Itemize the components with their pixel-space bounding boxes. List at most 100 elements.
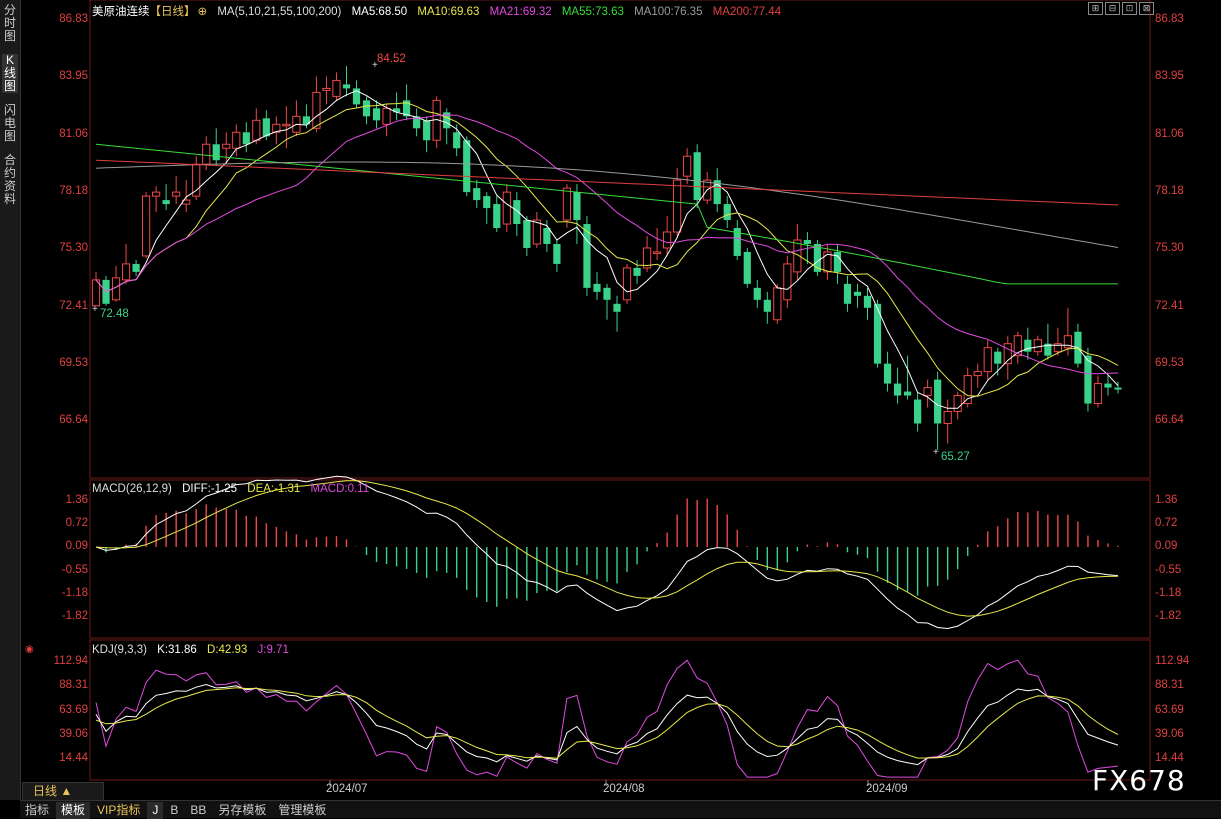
macd-axis-left-4: -1.18	[61, 586, 88, 599]
candle-body-down	[543, 228, 551, 244]
candle-body-down	[713, 180, 721, 205]
low-price-mark-left: 72.48	[100, 308, 129, 320]
candle-body-down	[523, 220, 531, 248]
kdj-panel-frame	[89, 639, 1151, 781]
kdj-j: J:9.71	[257, 644, 289, 656]
main-panel-frame	[89, 0, 1151, 479]
candle-body-up	[1093, 383, 1103, 405]
candle-body-down	[352, 88, 361, 105]
macd-params: MACD(26,12,9)	[92, 483, 172, 495]
candle-body-down	[242, 132, 250, 145]
candle-body-down	[893, 383, 902, 396]
price-axis-right-6: 69.53	[1155, 356, 1184, 369]
candle-body-up	[783, 263, 792, 301]
price-axis-left-7: 66.64	[59, 414, 88, 427]
candle-body-up	[282, 123, 291, 127]
kdj-axis-right-2: 63.69	[1155, 703, 1184, 716]
candle-body-up	[202, 143, 211, 165]
candle-body-down	[372, 108, 381, 121]
candle-body-up	[953, 395, 962, 413]
high-marker: +	[372, 60, 378, 71]
candle-body-down	[493, 204, 501, 229]
macd-axis-left-3: -0.55	[61, 563, 88, 576]
period-select[interactable]: 日线 ▲	[22, 782, 104, 801]
candle-body-down	[162, 200, 170, 205]
price-axis-right-4: 75.30	[1155, 242, 1184, 255]
macd-axis-left-2: 0.09	[65, 540, 88, 553]
candle-body-down	[733, 228, 741, 256]
candle-body-down	[753, 287, 761, 300]
candle-body-down	[483, 196, 491, 209]
window-btn-2[interactable]: ⊟	[1105, 2, 1120, 15]
macd-dea-line	[95, 480, 1119, 617]
candle-body-down	[423, 120, 431, 141]
price-axis-right-3: 78.18	[1155, 184, 1184, 197]
ma5-line	[95, 90, 1119, 409]
candle-body-down	[1104, 383, 1112, 388]
tab-indicator[interactable]: 指标	[25, 803, 50, 817]
candle-body-down	[693, 152, 701, 201]
ma-params: MA(5,10,21,55,100,200)	[217, 6, 342, 18]
candle-body-up	[382, 107, 391, 125]
candle-body-up	[172, 191, 181, 197]
tab-bb[interactable]: BB	[190, 803, 207, 817]
chart-canvas[interactable]: + + +	[0, 0, 1221, 800]
price-axis-left-6: 69.53	[59, 356, 88, 369]
price-axis-left-4: 75.30	[59, 242, 88, 255]
kdj-axis-left-3: 39.06	[59, 727, 88, 740]
kdj-axis-left-0: 112.94	[53, 655, 88, 667]
candle-body-down	[934, 379, 942, 424]
candle-body-up	[232, 131, 241, 149]
price-axis-right-5: 72.41	[1155, 299, 1184, 312]
kdj-axis-right-0: 112.94	[1155, 655, 1190, 667]
kdj-header: KDJ(9,3,3) K:31.86 D:42.93 J:9.71	[92, 644, 296, 656]
kdj-d-line	[95, 687, 1119, 759]
kdj-k: K:31.86	[157, 644, 197, 656]
high-price-mark: 84.52	[377, 53, 406, 65]
candle-body-down	[583, 224, 591, 288]
side-tab-contract-info[interactable]: 合约资料	[3, 153, 16, 206]
tab-template[interactable]: 模板	[56, 802, 91, 819]
candle-body-up	[773, 287, 782, 321]
candle-body-down	[443, 112, 451, 129]
candle-body-up	[963, 375, 972, 405]
candle-body-up	[1053, 343, 1062, 353]
ma21-value: MA21:69.32	[489, 6, 552, 18]
candle-body-up	[502, 191, 511, 225]
low-marker: +	[933, 447, 939, 458]
tab-j[interactable]: J	[147, 802, 164, 819]
tab-save-template[interactable]: 另存模板	[218, 803, 267, 817]
candle-body-down	[302, 116, 311, 125]
candle-body-down	[1044, 343, 1052, 356]
candle-body-down	[833, 251, 842, 272]
side-tab-timeshare[interactable]: 分时图	[3, 3, 16, 43]
candle-body-down	[763, 299, 771, 312]
candle-body-down	[723, 204, 731, 221]
candle-body-down	[1084, 355, 1092, 404]
window-btn-3[interactable]: ⊡	[1122, 2, 1137, 15]
macd-diff-line	[95, 475, 1119, 630]
window-btn-1[interactable]: ⊞	[1088, 2, 1103, 15]
kdj-marker-icon: ◉	[25, 644, 34, 655]
candle-body-up	[683, 155, 692, 177]
side-tab-flash[interactable]: 闪电图	[3, 103, 16, 143]
period-tag: 【日线】	[149, 6, 196, 18]
side-tab-kline[interactable]: K线图	[2, 53, 18, 93]
candle-body-down	[513, 200, 521, 225]
main-chart-header: 美原油连续【日线】 ⊕ MA(5,10,21,55,100,200) MA5:68…	[92, 3, 788, 19]
candle-body-up	[793, 239, 802, 273]
settings-icon[interactable]: ⊕	[197, 6, 208, 18]
ma55-value: MA55:73.63	[561, 6, 624, 18]
tab-vip-indicator[interactable]: VIP指标	[97, 803, 141, 817]
macd-diff: DIFF:-1.25	[182, 483, 238, 495]
candle-body-down	[453, 132, 461, 149]
candle-body-up	[673, 179, 682, 233]
tab-manage-template[interactable]: 管理模板	[278, 803, 327, 817]
macd-header: MACD(26,12,9) DIFF:-1.25 DEA:-1.31 MACD:…	[92, 483, 376, 495]
candle-body-down	[342, 84, 351, 89]
candle-body-up	[192, 163, 201, 197]
candle-body-down	[573, 192, 581, 221]
tab-b[interactable]: B	[170, 803, 179, 817]
candle-body-down	[463, 140, 471, 193]
window-btn-4[interactable]: ⊠	[1139, 2, 1154, 15]
